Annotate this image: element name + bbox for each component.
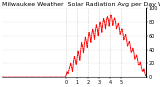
Text: Milwaukee Weather  Solar Radiation Avg per Day W/m2/minute: Milwaukee Weather Solar Radiation Avg pe… — [2, 2, 160, 7]
